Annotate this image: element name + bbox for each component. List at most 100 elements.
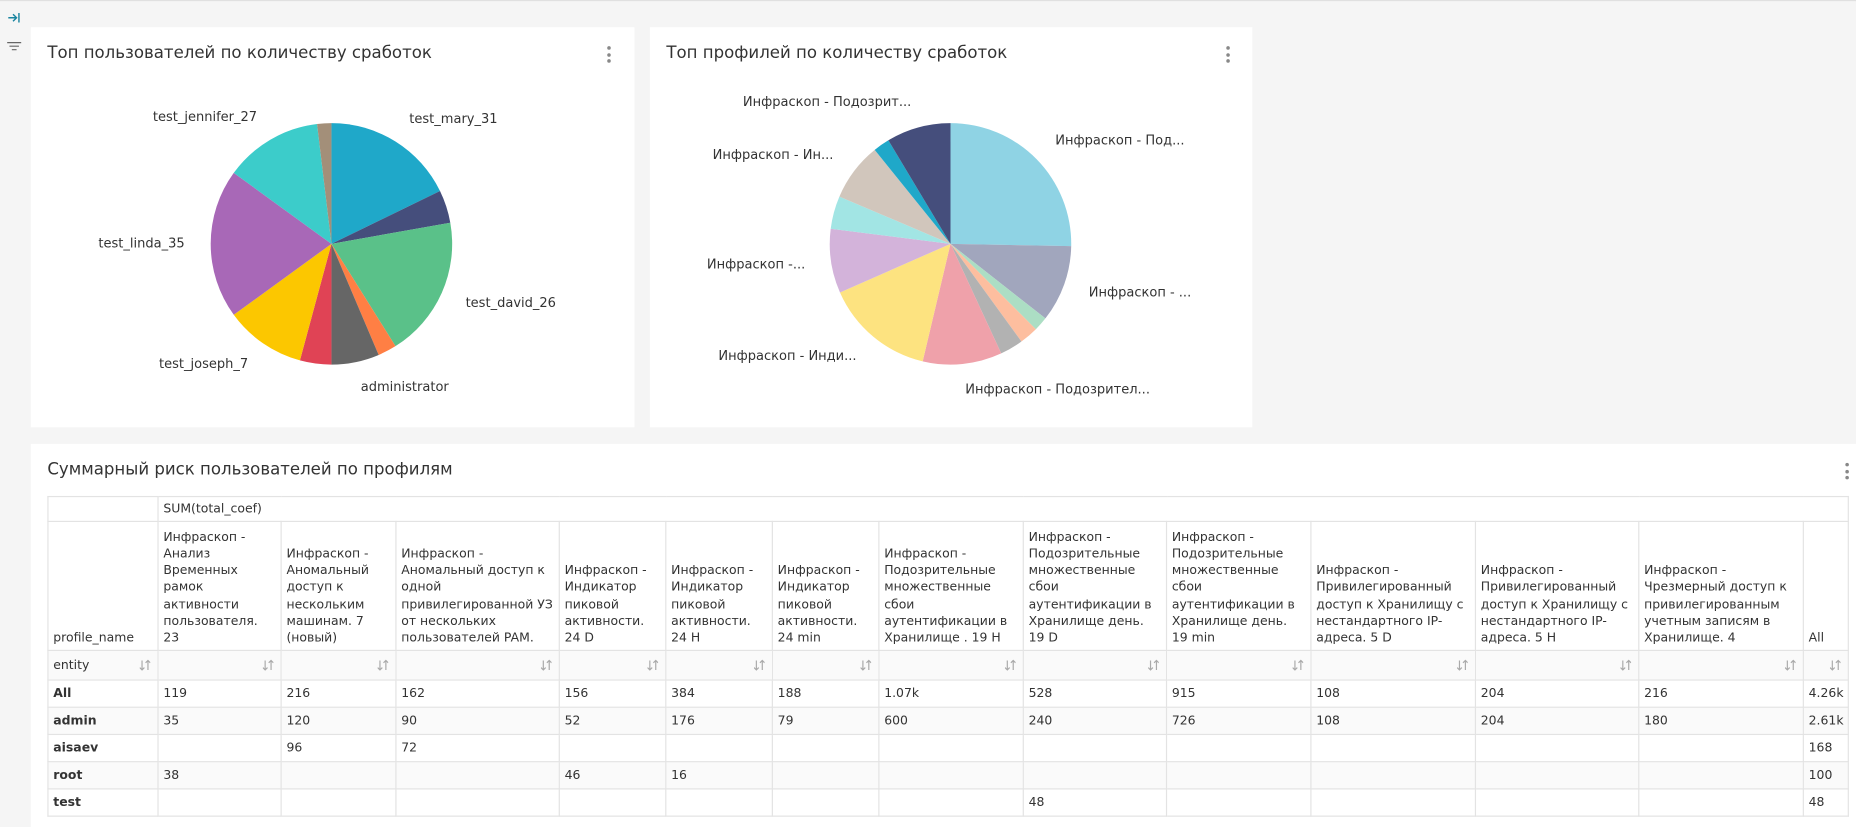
pie-slice bbox=[317, 123, 332, 244]
cell bbox=[771, 788, 880, 817]
icon-path bbox=[262, 659, 274, 672]
cell: 216 bbox=[1638, 679, 1804, 709]
sort-cell[interactable] bbox=[280, 650, 397, 681]
table-title: Суммарный риск пользователей по профилям bbox=[47, 460, 453, 480]
cell bbox=[1474, 788, 1640, 817]
pie-slice bbox=[830, 196, 951, 244]
cell: 2.61k bbox=[1802, 706, 1850, 736]
data-row: All 119 216 162 156 384 188 1.07k 528 915 108 204 21… bbox=[47, 679, 1850, 709]
column-header: All bbox=[1802, 521, 1850, 652]
menu[interactable] bbox=[607, 46, 612, 66]
sort-cell[interactable] bbox=[665, 650, 773, 681]
cell: 176 bbox=[665, 706, 773, 736]
cell: 108 bbox=[1310, 679, 1477, 709]
sort-cell[interactable] bbox=[1474, 650, 1640, 681]
sort-icon bbox=[647, 659, 659, 672]
cell: 1.07k bbox=[878, 679, 1024, 709]
sort-icon bbox=[540, 659, 552, 672]
pie-slice bbox=[233, 243, 332, 361]
icon-path bbox=[753, 659, 765, 672]
sort-cell[interactable] bbox=[558, 650, 667, 681]
cell: 46 bbox=[558, 761, 667, 790]
cell: 188 bbox=[771, 679, 880, 709]
icon-path bbox=[377, 659, 389, 672]
sort-icon bbox=[139, 659, 151, 672]
icon-path bbox=[1784, 659, 1796, 672]
cell: 384 bbox=[665, 679, 773, 709]
cell bbox=[1638, 788, 1804, 817]
sort-icon bbox=[1004, 659, 1016, 672]
cell bbox=[1638, 734, 1804, 763]
cell bbox=[1638, 761, 1804, 790]
cell bbox=[1165, 761, 1312, 790]
sort-cell[interactable] bbox=[395, 650, 560, 681]
pie-slice bbox=[950, 243, 1036, 342]
pie-chart: Инфраскоп - Под... Инфраскоп - ... Инфраск… bbox=[707, 95, 1191, 397]
cell bbox=[1165, 734, 1312, 763]
slice-label: Инфраскоп - Подозрит... bbox=[743, 95, 911, 110]
column-header: Инфраскоп - Индикатор пиковой активности… bbox=[771, 521, 880, 652]
icon-path bbox=[1004, 659, 1016, 672]
cell bbox=[280, 761, 397, 790]
cell bbox=[1310, 734, 1477, 763]
cell: 216 bbox=[280, 679, 397, 709]
data-row: root 38 46 16 100 bbox=[47, 761, 1850, 790]
column-header: Инфраскоп - Подозрительные множественные… bbox=[878, 521, 1024, 652]
sort-cell[interactable] bbox=[157, 650, 282, 681]
cell bbox=[665, 788, 773, 817]
cell bbox=[280, 788, 397, 817]
cell bbox=[771, 761, 880, 790]
cell bbox=[1022, 734, 1168, 763]
table-panel: Суммарный риск пользователей по профилям… bbox=[30, 443, 1856, 827]
cell bbox=[157, 734, 282, 763]
cell bbox=[1022, 761, 1168, 790]
sort-cell[interactable] bbox=[1802, 650, 1850, 681]
pie-slice bbox=[331, 243, 379, 365]
cell: 38 bbox=[157, 761, 282, 790]
cell: 168 bbox=[1802, 734, 1850, 763]
slice-label: test_joseph_7 bbox=[159, 357, 248, 372]
pie-slice bbox=[950, 243, 1046, 330]
cell: 72 bbox=[395, 734, 560, 763]
cell: 528 bbox=[1022, 679, 1168, 709]
sidebar-icons[interactable] bbox=[7, 12, 22, 57]
icon-path bbox=[1457, 659, 1468, 672]
chart-title: Топ профилей по количеству сработок bbox=[666, 43, 1008, 63]
pie-slice bbox=[874, 140, 951, 244]
cell: 108 bbox=[1310, 706, 1477, 736]
row-label: All bbox=[47, 679, 159, 709]
cell: 96 bbox=[280, 734, 397, 763]
sort-icon bbox=[1830, 659, 1842, 672]
icon-path bbox=[1620, 659, 1632, 672]
index-row: entity bbox=[47, 650, 1850, 681]
sort-cell[interactable] bbox=[1310, 650, 1477, 681]
sort-icon bbox=[377, 659, 389, 672]
sort-cell[interactable] bbox=[1165, 650, 1312, 681]
cell bbox=[1310, 761, 1477, 790]
column-header: Инфраскоп - Подозрительные множественные… bbox=[1022, 521, 1168, 652]
pie-slice bbox=[233, 123, 332, 244]
data-row: aisaev 96 72 168 bbox=[47, 734, 1850, 763]
pie-slice bbox=[950, 243, 1072, 319]
sort-icon bbox=[1620, 659, 1632, 672]
row-label: admin bbox=[47, 706, 159, 736]
icon-path bbox=[1830, 659, 1842, 672]
cell bbox=[558, 788, 667, 817]
cell bbox=[1310, 788, 1477, 817]
sort-cell[interactable] bbox=[1638, 650, 1804, 681]
sort-cell[interactable] bbox=[771, 650, 880, 681]
sort-icon bbox=[753, 659, 765, 672]
menu[interactable] bbox=[1226, 46, 1231, 66]
column-header: Инфраскоп - Индикатор пиковой активности… bbox=[665, 521, 773, 652]
header-row: profile_name Инфраскоп - Анализ Временных… bbox=[47, 521, 1850, 652]
cell bbox=[558, 734, 667, 763]
sort-cell[interactable] bbox=[878, 650, 1024, 681]
header-row: SUM(total_coef) bbox=[47, 495, 1850, 523]
cell: 120 bbox=[280, 706, 397, 736]
menu[interactable] bbox=[1845, 462, 1850, 483]
sort-cell[interactable] bbox=[1022, 650, 1168, 681]
cell bbox=[1474, 761, 1640, 790]
cell bbox=[395, 761, 560, 790]
